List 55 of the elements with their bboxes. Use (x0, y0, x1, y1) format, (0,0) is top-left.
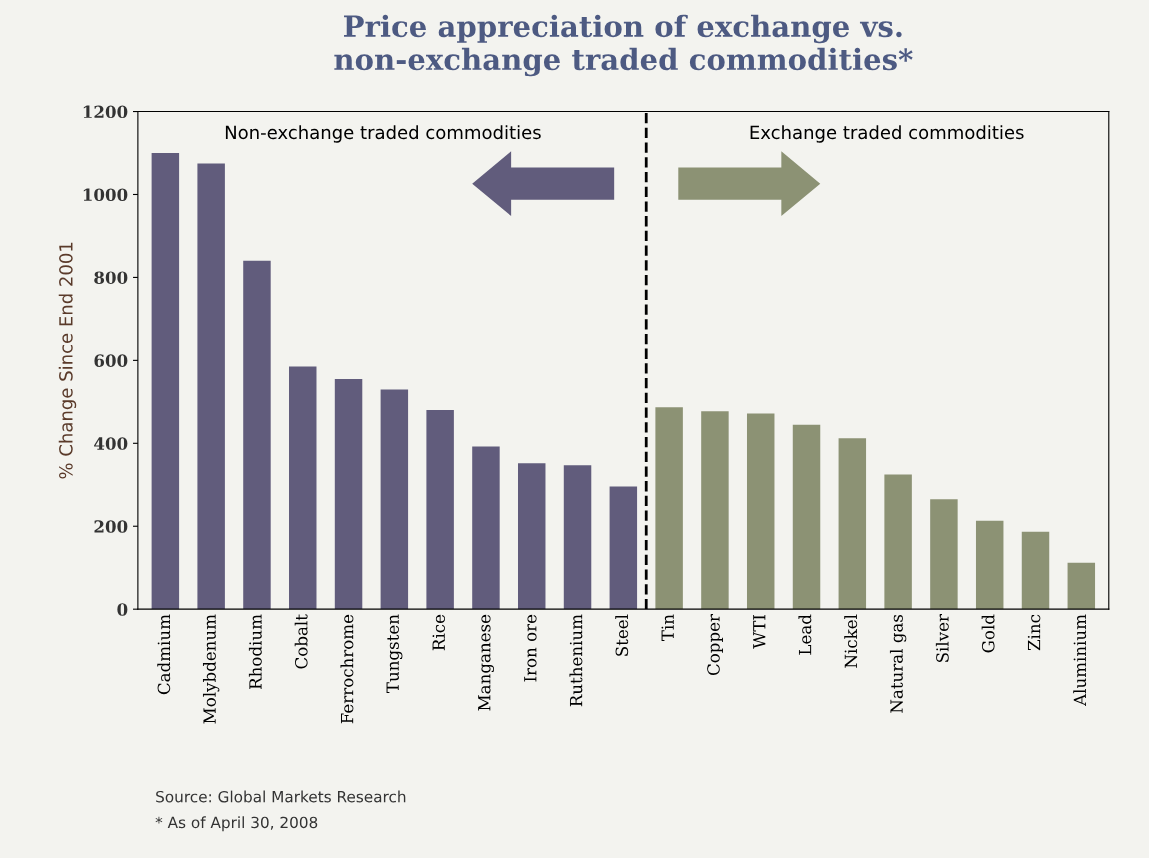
y-tick-label: 200 (94, 520, 128, 533)
bar (792, 424, 821, 610)
x-tick-label: Copper (707, 614, 723, 676)
x-tick-label: Rhodium (248, 614, 262, 689)
x-tick-label: Manganese (478, 614, 495, 711)
bar (975, 520, 1004, 610)
x-tick-label: Tungsten (386, 614, 403, 693)
x-tick-label: Natural gas (889, 614, 907, 713)
bar (518, 463, 546, 610)
x-tick-label: Zinc (1027, 614, 1041, 651)
bar (838, 438, 867, 610)
y-tick-label: 0 (117, 603, 128, 616)
bar (197, 163, 225, 610)
bar (289, 366, 317, 610)
bar (1067, 562, 1096, 610)
x-tick-label: Rice (432, 614, 445, 651)
x-tick-label: Aluminium (1073, 614, 1087, 706)
y-tick-label: 400 (94, 437, 128, 450)
x-tick-label: Silver (935, 614, 949, 662)
bar (930, 499, 958, 610)
bar (472, 446, 500, 610)
bar (334, 379, 363, 610)
bar (1021, 531, 1050, 610)
y-tick-label: 1000 (83, 188, 128, 202)
x-tick-label: Cadmium (157, 614, 171, 695)
x-tick-label: Lead (798, 614, 812, 655)
bar (746, 413, 775, 610)
chart-title: Price appreciation of exchange vs. non-exchange traded commodities* (334, 14, 913, 77)
source-note: Source: Global Markets Research (156, 790, 406, 803)
x-tick-label: Ruthenium (569, 614, 583, 707)
text: * As of April 30, 2008 (155, 816, 318, 832)
bar (380, 389, 409, 610)
bar (426, 410, 454, 610)
x-tick-label: Gold (981, 614, 995, 653)
bar (609, 486, 638, 610)
x-tick-label: Steel (615, 614, 629, 656)
bar (884, 474, 912, 610)
bar (243, 260, 271, 610)
x-tick-label: Iron ore (524, 614, 537, 682)
x-tick-label: Tin (661, 614, 674, 642)
annotation: Non-exchange traded commodities (225, 125, 541, 143)
bar (563, 465, 592, 610)
x-tick-label: Ferrochrome (340, 614, 354, 724)
x-tick-label: Molybdenum (202, 614, 220, 724)
x-tick-label: Cobalt (294, 614, 308, 669)
bar (701, 411, 729, 610)
y-tick-label: 1200 (83, 105, 128, 119)
y-tick-label: 800 (94, 271, 128, 284)
bar (655, 407, 683, 610)
y-axis-title: % Change Since End 2001 (58, 242, 77, 479)
bar (151, 153, 180, 610)
y-tick-label: 600 (94, 354, 128, 367)
x-tick-label: WTI (753, 614, 766, 649)
annotation: Exchange traded commodities (750, 125, 1024, 143)
x-tick-label: Nickel (844, 614, 858, 668)
